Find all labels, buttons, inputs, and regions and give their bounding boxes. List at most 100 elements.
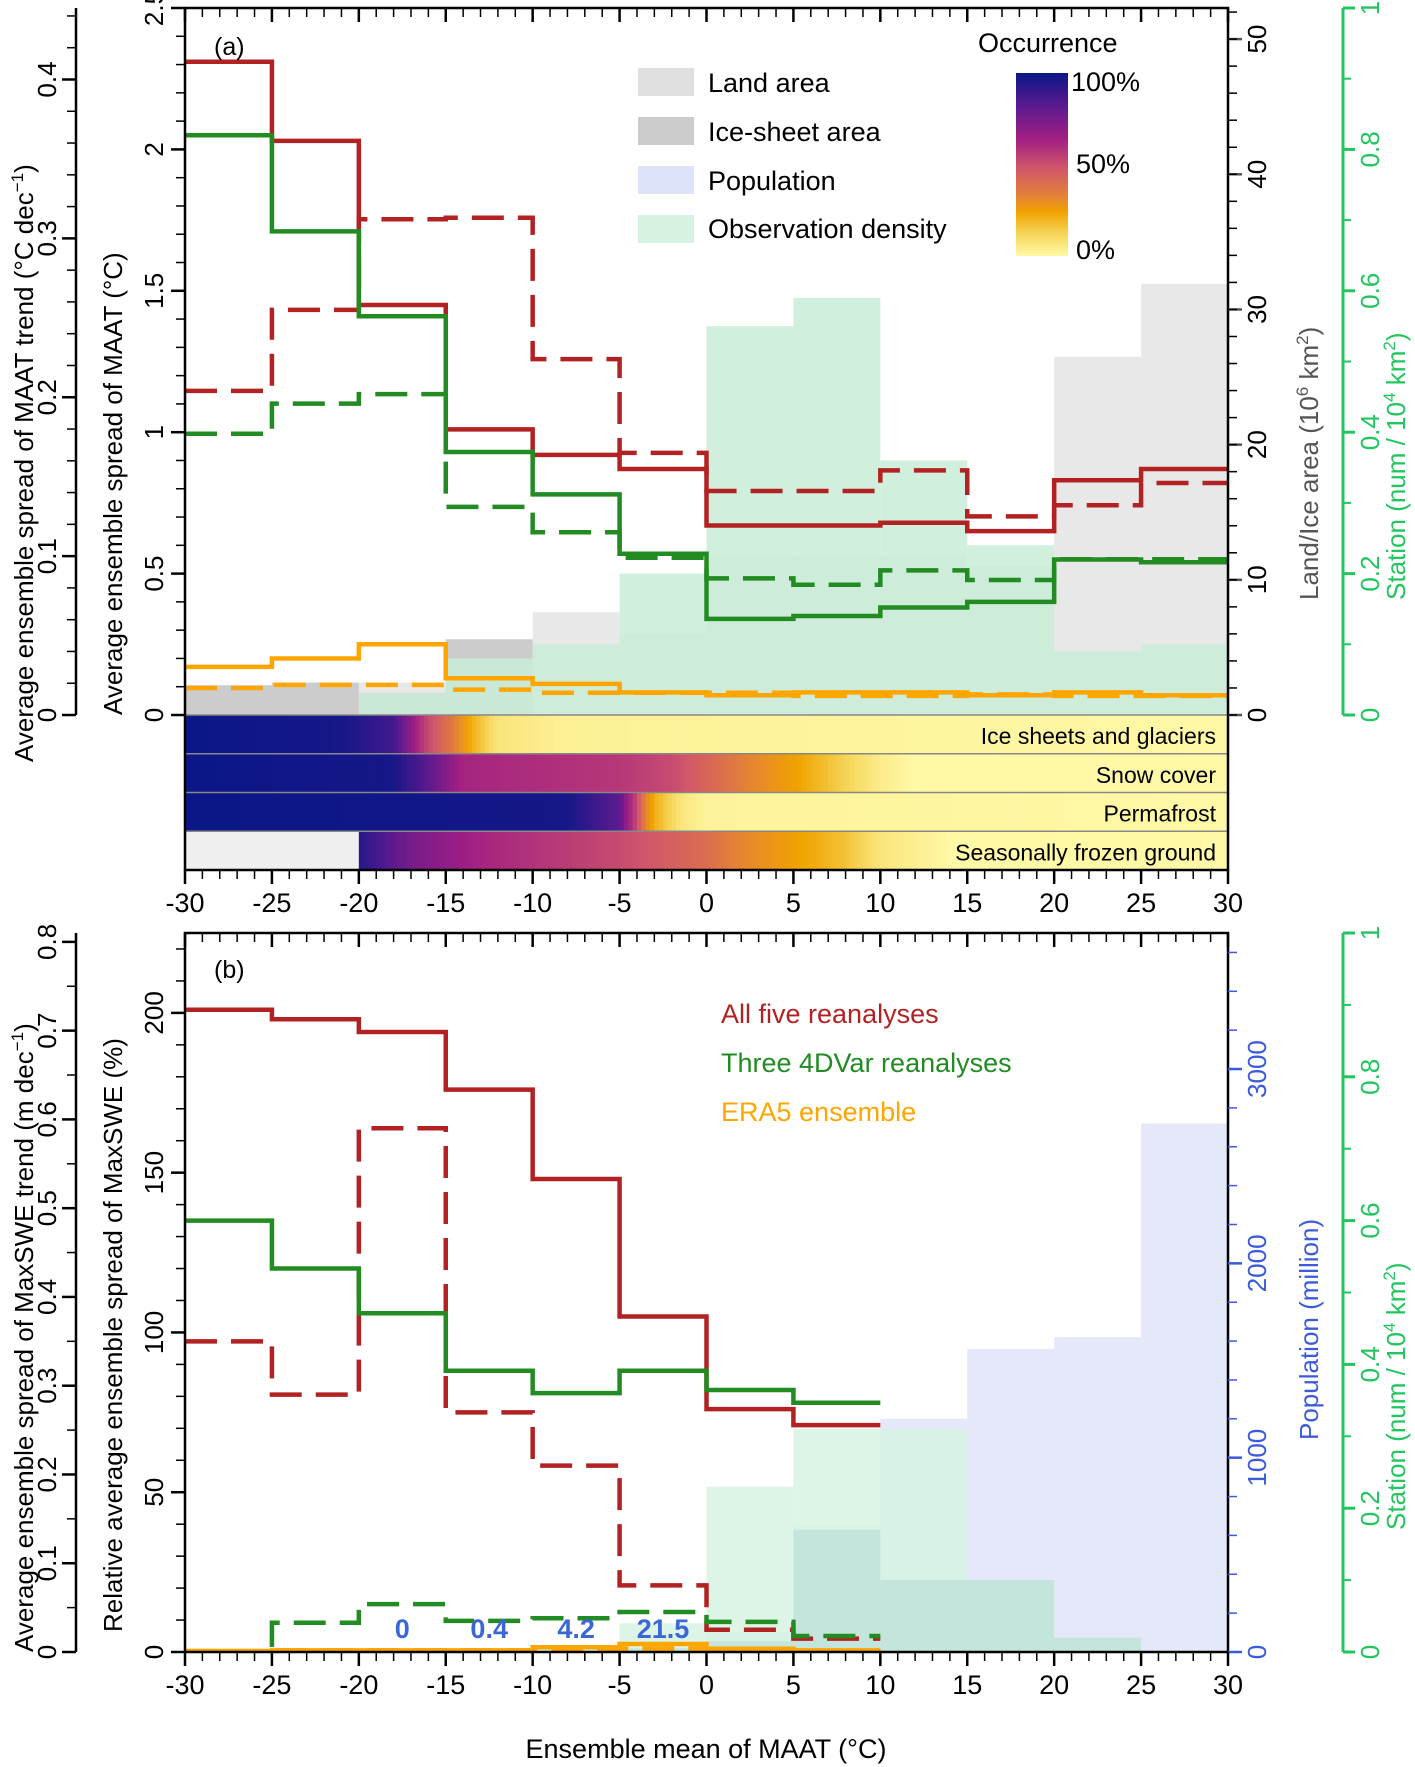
heatmap-cell bbox=[584, 831, 590, 870]
heatmap-cell bbox=[280, 715, 286, 754]
heatmap-cell bbox=[528, 715, 534, 754]
heatmap-cell bbox=[1093, 753, 1099, 793]
heatmap-cell bbox=[1197, 792, 1203, 832]
heatmap-cell bbox=[815, 792, 820, 832]
heatmap-cell bbox=[671, 753, 677, 793]
heatmap-cell bbox=[380, 792, 386, 832]
heatmap-cell bbox=[680, 792, 686, 832]
heatmap-cell bbox=[793, 792, 799, 832]
heatmap-cell bbox=[1071, 831, 1077, 870]
heatmap-cell bbox=[984, 715, 990, 754]
heatmap-cell bbox=[1115, 715, 1120, 754]
heatmap-cell bbox=[445, 753, 451, 793]
heatmap-cell bbox=[523, 831, 529, 870]
heatmap-cell bbox=[550, 792, 555, 832]
heatmap-cell bbox=[345, 715, 351, 754]
heatmap-cell bbox=[1084, 715, 1090, 754]
heatmap-cell bbox=[776, 831, 781, 870]
heatmap-cell bbox=[945, 831, 951, 870]
heatmap-cell bbox=[841, 792, 847, 832]
heatmap-cell bbox=[736, 715, 742, 754]
heatmap-cell bbox=[1175, 792, 1181, 832]
heatmap-cell bbox=[198, 792, 203, 832]
heatmap-cell bbox=[806, 715, 812, 754]
heatmap-cell bbox=[875, 753, 881, 793]
heatmap-cell bbox=[523, 792, 529, 832]
heatmap-cell bbox=[510, 715, 516, 754]
series-line-three-4dvar-reanalyses-trend-spread- bbox=[185, 391, 1228, 587]
heatmap-cell bbox=[558, 792, 564, 832]
heatmap-cell bbox=[193, 753, 199, 793]
heatmap-cell bbox=[424, 753, 429, 793]
legend-label-observation-density: Observation density bbox=[708, 214, 947, 244]
panel-a-label: (a) bbox=[214, 33, 245, 61]
bar-observation-density bbox=[706, 1486, 794, 1652]
colorbar-title: Occurrence bbox=[978, 28, 1118, 58]
heatmap-cell bbox=[471, 792, 477, 832]
heatmap-cell bbox=[836, 715, 842, 754]
heatmap-cell bbox=[1219, 792, 1225, 832]
heatmap-cell bbox=[780, 753, 786, 793]
heatmap-cell bbox=[623, 753, 629, 793]
heatmap-cell bbox=[380, 715, 386, 754]
heatmap-cell bbox=[710, 753, 716, 793]
heatmap-cell bbox=[984, 792, 990, 832]
heatmap-cell bbox=[515, 715, 521, 754]
heatmap-cell bbox=[1067, 792, 1073, 832]
heatmap-cell bbox=[1019, 792, 1025, 832]
left-inner-tick-label: 1 bbox=[139, 425, 169, 439]
heatmap-cell bbox=[741, 753, 747, 793]
heatmap-cell bbox=[645, 753, 651, 793]
x-tick-label: 30 bbox=[1213, 1670, 1243, 1700]
heatmap-cell bbox=[402, 792, 408, 832]
heatmap-cell bbox=[858, 715, 864, 754]
heatmap-cell bbox=[806, 831, 812, 870]
heatmap-cell bbox=[1028, 792, 1033, 832]
heatmap-cell bbox=[354, 715, 360, 754]
heatmap-cell bbox=[1023, 792, 1029, 832]
heatmap-cell bbox=[1101, 715, 1107, 754]
heatmap-cell bbox=[893, 792, 899, 832]
heatmap-cell bbox=[237, 715, 242, 754]
heatmap-cell bbox=[893, 831, 899, 870]
heatmap-row-seasonally-frozen-ground: Seasonally frozen ground bbox=[185, 830, 1229, 870]
bar-observation-density-overlap- bbox=[1054, 1637, 1142, 1652]
heatmap-cell bbox=[932, 831, 938, 870]
heatmap-cell bbox=[1167, 753, 1173, 793]
heatmap-cell bbox=[628, 792, 634, 832]
heatmap-cell bbox=[493, 715, 499, 754]
heatmap-cell bbox=[480, 792, 486, 832]
heatmap-cell bbox=[1188, 715, 1194, 754]
heatmap-cell bbox=[836, 753, 842, 793]
heatmap-cell bbox=[558, 831, 564, 870]
heatmap-cell bbox=[650, 792, 655, 832]
colorbar-tick-100: 100% bbox=[1071, 67, 1140, 97]
heatmap-cell bbox=[315, 792, 321, 832]
x-axis-title: Ensemble mean of MAAT (°C) bbox=[526, 1734, 887, 1764]
heatmap-cell bbox=[523, 715, 529, 754]
heatmap-cell bbox=[1002, 792, 1007, 832]
heatmap-cell bbox=[1110, 753, 1116, 793]
heatmap-cell bbox=[315, 715, 321, 754]
heatmap-cell bbox=[988, 715, 994, 754]
heatmap-cell bbox=[610, 831, 616, 870]
heatmap-cell bbox=[545, 715, 551, 754]
x-tick-label: -30 bbox=[165, 888, 204, 918]
bar-observation-density bbox=[358, 693, 446, 715]
heatmap-cell bbox=[211, 792, 216, 832]
heatmap-cell bbox=[532, 715, 538, 754]
heatmap-cell bbox=[1110, 715, 1116, 754]
heatmap-cell bbox=[1128, 792, 1133, 832]
heatmap-cell bbox=[1015, 715, 1020, 754]
x-tick-label: 15 bbox=[952, 1670, 982, 1700]
heatmap-cell bbox=[419, 753, 425, 793]
heatmap-cell bbox=[780, 831, 786, 870]
x-tick-label: -10 bbox=[513, 888, 552, 918]
heatmap-cell bbox=[667, 792, 673, 832]
heatmap-cell bbox=[406, 753, 412, 793]
heatmap-cell bbox=[1032, 753, 1038, 793]
heatmap-cell bbox=[849, 831, 855, 870]
heatmap-cell bbox=[962, 831, 968, 870]
heatmap-cell bbox=[628, 715, 634, 754]
heatmap-cell bbox=[1080, 715, 1086, 754]
